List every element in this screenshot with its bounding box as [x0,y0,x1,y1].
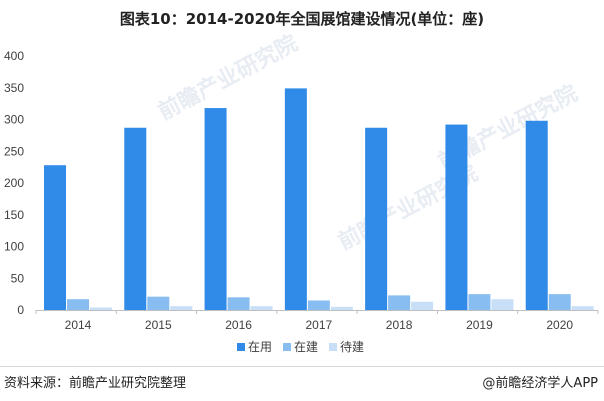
bar-2015-1 [147,296,170,310]
y-tick-label: 350 [4,81,24,95]
legend-label: 在建 [294,340,318,354]
x-tick-label: 2014 [65,318,92,332]
bar-2019-2 [491,299,514,310]
y-tick-label: 0 [17,303,24,317]
bar-2014-0 [44,165,66,310]
bar-2017-0 [284,88,307,310]
chart-title: 图表10：2014-2020年全国展馆建设情况(单位：座) [119,10,485,28]
bar-2017-1 [307,300,330,310]
bar-2015-0 [124,127,147,310]
x-axis: 2014 2015 2016 2017 2018 2019 2020 [35,310,599,332]
bar-2019-1 [468,294,491,310]
y-tick-label: 400 [4,49,24,63]
y-tick-label: 300 [4,113,24,127]
bars [44,88,594,311]
bar-2018-2 [411,301,434,310]
bar-2019-0 [445,124,468,310]
x-tick-label: 2020 [546,318,573,332]
bar-2018-1 [388,295,411,310]
legend-swatch [329,343,337,351]
bar-2018-0 [365,127,388,310]
x-tick-label: 2015 [145,318,172,332]
y-tick-label: 200 [4,176,24,190]
bar-2017-2 [330,306,353,310]
bar-2016-1 [227,297,250,310]
bar-2014-2 [90,307,112,310]
y-tick-label: 150 [4,208,24,222]
bar-2020-2 [571,306,594,310]
y-axis: 0 50 100 150 200 250 300 350 400 [4,49,24,317]
bar-2020-1 [548,294,571,310]
legend-swatch [237,343,245,351]
legend-label: 待建 [340,340,364,354]
bar-2015-2 [170,306,193,310]
bar-2020-0 [525,120,548,311]
legend: 在用 在建 待建 [237,340,364,354]
bar-2014-1 [67,299,89,310]
y-tick-label: 100 [4,240,24,254]
bar-2016-2 [250,306,273,310]
source-note: 资料来源：前瞻产业研究院整理 [4,376,187,391]
x-tick-label: 2018 [386,318,413,332]
legend-swatch [283,343,291,351]
bar-2016-0 [204,108,227,310]
footer-divider [0,366,604,367]
x-tick-label: 2017 [306,318,333,332]
legend-label: 在用 [248,340,272,354]
brand-credit: @前瞻经济学人APP [482,376,598,391]
y-tick-label: 50 [11,271,25,285]
y-tick-label: 250 [4,144,24,158]
x-tick-label: 2016 [225,318,252,332]
x-tick-label: 2019 [466,318,493,332]
